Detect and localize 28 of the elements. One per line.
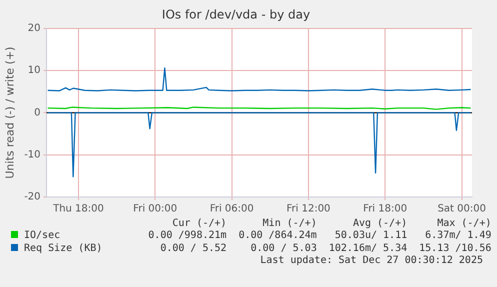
y-tick-label: -10 [24, 149, 41, 160]
y-tick-label: -20 [24, 192, 41, 203]
text: 50.03u/ 1.11 [334, 229, 408, 242]
text: 102.16m/ 5.34 [328, 242, 408, 255]
text: 0.00 / 5.03 [250, 242, 318, 255]
y-axis-title: Units read (-) / write (+) [3, 46, 16, 179]
text: 6.37m/ 1.49 [424, 229, 492, 242]
y-tick-label: 20 [28, 22, 41, 34]
legend-label: IO/sec [24, 230, 60, 241]
x-tick-label: Fri 00:00 [133, 204, 178, 215]
x-tick-label: Fri 12:00 [286, 204, 330, 215]
x-tick-label: Fri 06:00 [210, 204, 254, 215]
y-tick-label: 10 [28, 65, 41, 76]
text: 0.00 /998.21m [147, 229, 228, 242]
text: 0.00 /864.24m [238, 229, 318, 242]
y-tick-label: 0 [34, 107, 41, 118]
text: Max (-/+) [436, 218, 492, 229]
x-tick-label: Thu 18:00 [52, 204, 104, 215]
text: Cur (-/+) [171, 218, 228, 229]
text: 0.00 / 5.52 [159, 242, 228, 255]
legend-label: Req Size (KB) [24, 243, 102, 254]
text: Min (-/+) [262, 218, 318, 229]
chart-title: IOs for /dev/vda - by day [162, 7, 310, 22]
x-tick-label: Fri 18:00 [363, 204, 408, 215]
text: 15.13 /10.56 [418, 242, 492, 255]
text: Last update: Sat Dec 27 00:30:12 2025 [259, 255, 484, 266]
x-tick-label: Sat 00:00 [438, 204, 486, 215]
text: Avg (-/+) [352, 218, 408, 229]
